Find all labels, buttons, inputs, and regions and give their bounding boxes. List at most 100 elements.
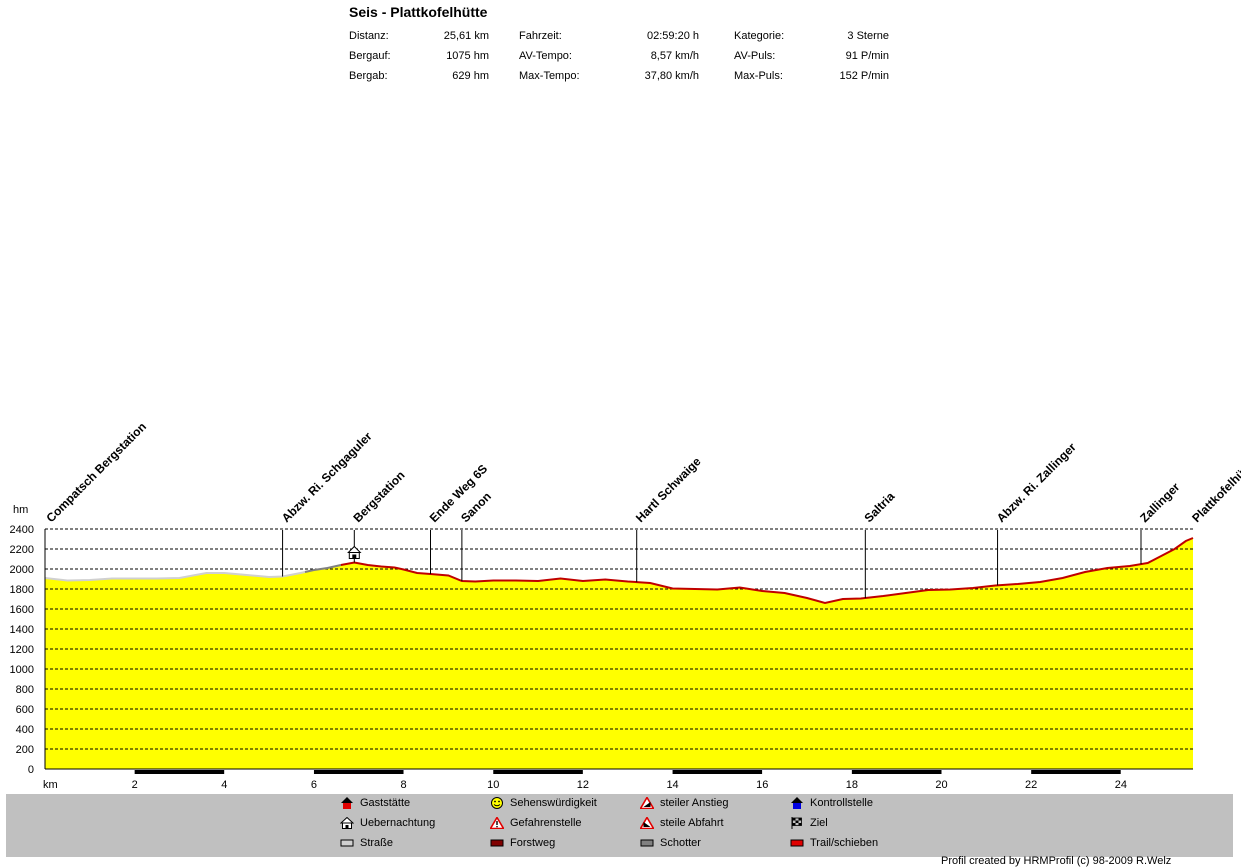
x-tick-label: 6 <box>311 779 317 791</box>
smiley-icon <box>490 797 504 809</box>
warning-icon <box>489 815 505 830</box>
stat-value: 02:59:20 h <box>647 30 699 42</box>
y-tick-label: 2400 <box>10 524 34 536</box>
scale-segment <box>224 770 314 774</box>
credit-text: Profil created by HRMProfil (c) 98-2009 … <box>941 855 1172 867</box>
elevation-area <box>45 538 1193 769</box>
legend-label: steile Abfahrt <box>660 817 724 829</box>
house-red-icon <box>340 797 354 809</box>
legend-item: steiler Anstieg <box>639 795 729 810</box>
stat-value: 3 Sterne <box>847 30 889 42</box>
warning-climb-icon <box>639 795 655 810</box>
legend-label: Forstweg <box>510 837 556 849</box>
waypoint-label: Plattkofelhütte <box>1189 456 1241 525</box>
scale-segment <box>851 770 942 774</box>
stat-label: Distanz: <box>349 30 389 42</box>
surface-forest-icon <box>490 837 504 849</box>
surface-gravel-icon <box>640 837 654 849</box>
stat-label: Bergab: <box>349 70 388 82</box>
legend-item: Gaststätte <box>340 797 410 809</box>
y-tick-label: 2200 <box>10 544 34 556</box>
surface-road-icon <box>340 837 354 849</box>
stat-value: 629 hm <box>452 70 489 82</box>
legend-label: steiler Anstieg <box>660 797 729 809</box>
scale-segment <box>313 770 404 774</box>
scale-segment <box>582 770 673 774</box>
legend-item: Gefahrenstelle <box>489 815 582 830</box>
legend-label: Ziel <box>810 817 828 829</box>
x-tick-label: 2 <box>132 779 138 791</box>
x-tick-label: 10 <box>487 779 499 791</box>
legend-label: Kontrollstelle <box>810 797 873 809</box>
stat-label: Max-Puls: <box>734 70 783 82</box>
legend-label: Gefahrenstelle <box>510 817 582 829</box>
x-tick-label: 14 <box>666 779 678 791</box>
legend-label: Gaststätte <box>360 797 411 809</box>
y-tick-label: 800 <box>16 684 34 696</box>
surface-trail-icon <box>790 837 804 849</box>
house-blue-icon <box>790 797 804 809</box>
scale-segment <box>134 770 225 774</box>
scale-segment <box>762 770 852 774</box>
x-tick-label: 18 <box>846 779 858 791</box>
y-tick-label: 600 <box>16 704 34 716</box>
y-tick-label: 1200 <box>10 644 34 656</box>
legend-label: Uebernachtung <box>360 817 436 829</box>
warning-descent-icon <box>639 815 655 830</box>
y-tick-label: 2000 <box>10 564 34 576</box>
profile-line <box>44 571 306 582</box>
scale-segment <box>45 770 135 774</box>
y-tick-label: 1400 <box>10 624 34 636</box>
legend-item: Forstweg <box>490 837 555 849</box>
x-tick-label: 8 <box>401 779 407 791</box>
y-tick-label: 0 <box>28 764 34 776</box>
stat-value: 152 P/min <box>839 70 889 82</box>
legend-item: Trail/schieben <box>790 837 878 849</box>
x-tick-label: 12 <box>577 779 589 791</box>
hut-icon <box>347 545 362 559</box>
waypoint-label: Hartl Schwaige <box>633 454 704 525</box>
legend-item: Straße <box>340 837 393 849</box>
legend-item: Schotter <box>640 837 701 849</box>
scale-segment <box>493 770 583 774</box>
profile-line <box>340 537 1194 605</box>
checkered-flag-icon <box>790 817 804 829</box>
x-tick-label: 16 <box>756 779 768 791</box>
x-axis-label: km <box>43 779 58 791</box>
scale-segment <box>941 770 1032 774</box>
waypoint-label: Compatsch Bergstation <box>43 420 149 526</box>
stat-value: 1075 hm <box>446 50 489 62</box>
y-tick-label: 400 <box>16 724 34 736</box>
x-tick-label: 20 <box>935 779 947 791</box>
stat-label: AV-Tempo: <box>519 50 572 62</box>
scale-segment <box>672 770 763 774</box>
waypoint-label: Saltria <box>862 489 898 525</box>
stat-value: 91 P/min <box>845 50 889 62</box>
scale-segment <box>1120 770 1193 774</box>
legend-label: Trail/schieben <box>810 837 879 849</box>
y-tick-label: 1000 <box>10 664 34 676</box>
scale-segment <box>1031 770 1121 774</box>
stat-label: Max-Tempo: <box>519 70 580 82</box>
y-tick-label: 200 <box>16 744 34 756</box>
x-tick-label: 24 <box>1115 779 1127 791</box>
stat-label: Fahrzeit: <box>519 30 562 42</box>
legend-item: Uebernachtung <box>339 816 436 829</box>
scale-segment <box>403 770 494 774</box>
hut-icon <box>339 816 355 829</box>
legend-label: Schotter <box>660 837 701 849</box>
legend-item: Kontrollstelle <box>790 797 873 809</box>
stat-label: Bergauf: <box>349 50 391 62</box>
x-tick-label: 4 <box>221 779 227 791</box>
stat-value: 25,61 km <box>443 30 489 42</box>
stat-label: Kategorie: <box>734 30 785 42</box>
waypoint-label: Zallinger <box>1137 480 1182 525</box>
stat-value: 8,57 km/h <box>650 50 699 62</box>
legend-item: steile Abfahrt <box>639 815 724 830</box>
profile-line <box>304 564 342 573</box>
y-tick-label: 1600 <box>10 604 34 616</box>
waypoint-label: Bergstation <box>351 468 408 525</box>
legend-item: Ziel <box>790 817 828 829</box>
x-tick-label: 22 <box>1025 779 1037 791</box>
